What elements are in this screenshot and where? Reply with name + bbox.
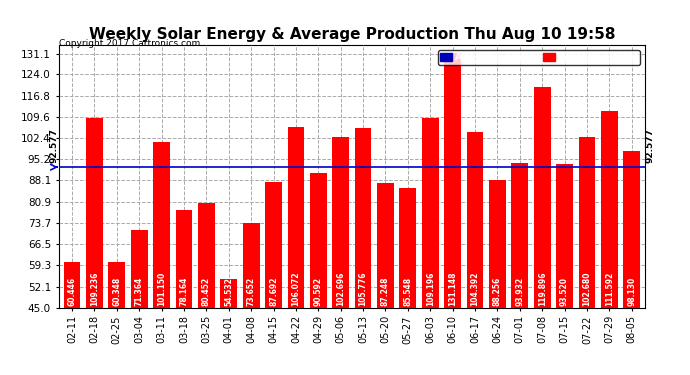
Text: 78.164: 78.164 (179, 277, 188, 306)
Bar (400, 188, 416, 308)
Text: 93.932: 93.932 (515, 277, 524, 306)
Text: 87.248: 87.248 (381, 276, 390, 306)
Text: 131.148: 131.148 (448, 272, 457, 306)
Text: 109.196: 109.196 (426, 272, 435, 306)
Text: 98.130: 98.130 (627, 277, 636, 306)
Text: 106.072: 106.072 (291, 272, 300, 306)
Bar (623, 151, 640, 308)
Text: Copyright 2017 Cartronics.com: Copyright 2017 Cartronics.com (59, 39, 200, 48)
Bar (333, 137, 349, 308)
Title: Weekly Solar Energy & Average Production Thu Aug 10 19:58: Weekly Solar Energy & Average Production… (88, 27, 615, 42)
Bar (466, 132, 484, 308)
Bar (198, 203, 215, 308)
Text: 109.236: 109.236 (90, 272, 99, 306)
Text: 90.592: 90.592 (314, 277, 323, 306)
Bar (422, 118, 439, 308)
Bar (153, 142, 170, 308)
Bar (220, 279, 237, 308)
Text: 92.577: 92.577 (50, 128, 59, 163)
Bar (288, 128, 304, 308)
Bar (108, 262, 126, 308)
Text: 102.696: 102.696 (336, 272, 345, 306)
Bar (489, 180, 506, 308)
Bar (556, 164, 573, 308)
Bar (578, 137, 595, 308)
Text: 54.532: 54.532 (224, 277, 233, 306)
Bar (63, 262, 81, 308)
Bar (310, 173, 327, 308)
Bar (355, 128, 371, 308)
Bar (131, 230, 148, 308)
Text: 87.692: 87.692 (269, 277, 278, 306)
Text: 88.256: 88.256 (493, 277, 502, 306)
Legend: Average  (kWh), Weekly  (kWh): Average (kWh), Weekly (kWh) (438, 50, 640, 65)
Text: 60.446: 60.446 (68, 277, 77, 306)
Text: 101.150: 101.150 (157, 272, 166, 306)
Bar (265, 182, 282, 308)
Bar (243, 223, 259, 308)
Text: 102.680: 102.680 (582, 272, 591, 306)
Text: 71.364: 71.364 (135, 277, 144, 306)
Bar (176, 210, 193, 308)
Text: 73.652: 73.652 (246, 277, 256, 306)
Text: 104.392: 104.392 (471, 272, 480, 306)
Text: 60.348: 60.348 (112, 277, 121, 306)
Bar (601, 111, 618, 308)
Text: 119.896: 119.896 (538, 272, 546, 306)
Bar (534, 87, 551, 308)
Bar (511, 163, 528, 308)
Text: 80.452: 80.452 (202, 277, 211, 306)
Text: 111.592: 111.592 (605, 272, 614, 306)
Bar (377, 183, 394, 308)
Text: 105.776: 105.776 (359, 272, 368, 306)
Text: 93.520: 93.520 (560, 277, 569, 306)
Text: 92.577: 92.577 (645, 128, 654, 163)
Text: 85.548: 85.548 (404, 277, 413, 306)
Bar (444, 53, 461, 307)
Bar (86, 118, 103, 308)
